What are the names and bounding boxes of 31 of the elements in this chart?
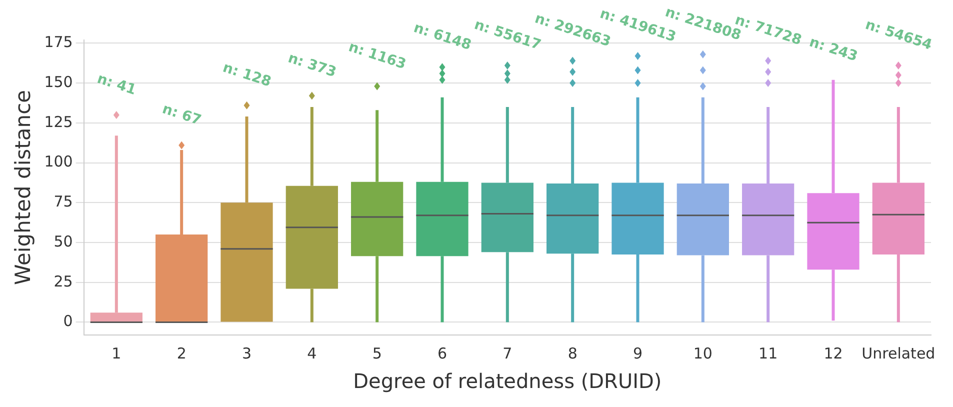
x-tick-label: 6 — [437, 344, 448, 362]
x-tick-label: 5 — [372, 344, 382, 362]
y-tick-label: 50 — [54, 232, 73, 250]
x-tick-label: 9 — [632, 344, 643, 362]
annotation: n: 373 — [286, 50, 338, 81]
annotation: n: 67 — [160, 101, 204, 129]
y-axis-title: Weighted distance — [11, 90, 36, 286]
y-tick-label: 100 — [44, 152, 73, 171]
y-tick-label: 125 — [44, 112, 73, 131]
y-tick-label: 175 — [44, 33, 73, 52]
x-tick-label: 3 — [242, 344, 252, 362]
x-tick-label: 4 — [307, 344, 317, 362]
x-tick-label: Unrelated — [862, 344, 936, 362]
annotation: n: 128 — [220, 60, 273, 90]
y-tick-label: 0 — [63, 312, 73, 330]
annotation: n: 41 — [95, 70, 138, 98]
x-tick-label: 1 — [112, 344, 122, 362]
x-tick-label: 8 — [568, 344, 578, 362]
annotation: n: 6148 — [412, 20, 474, 54]
x-tick-label: 10 — [693, 344, 712, 362]
x-axis-title: Degree of relatedness (DRUID) — [353, 369, 662, 394]
annotation: n: 54654 — [863, 16, 934, 54]
x-tick-label: 12 — [824, 344, 843, 362]
y-tick-label: 75 — [54, 192, 73, 211]
x-tick-label: 11 — [758, 344, 778, 362]
y-tick-label: 25 — [54, 272, 73, 290]
y-tick-label: 150 — [44, 72, 73, 91]
annotation: n: 243 — [807, 34, 860, 65]
x-tick-label: 7 — [502, 344, 512, 362]
x-tick-label: 2 — [176, 344, 186, 362]
annotation: n: 1163 — [346, 39, 408, 73]
